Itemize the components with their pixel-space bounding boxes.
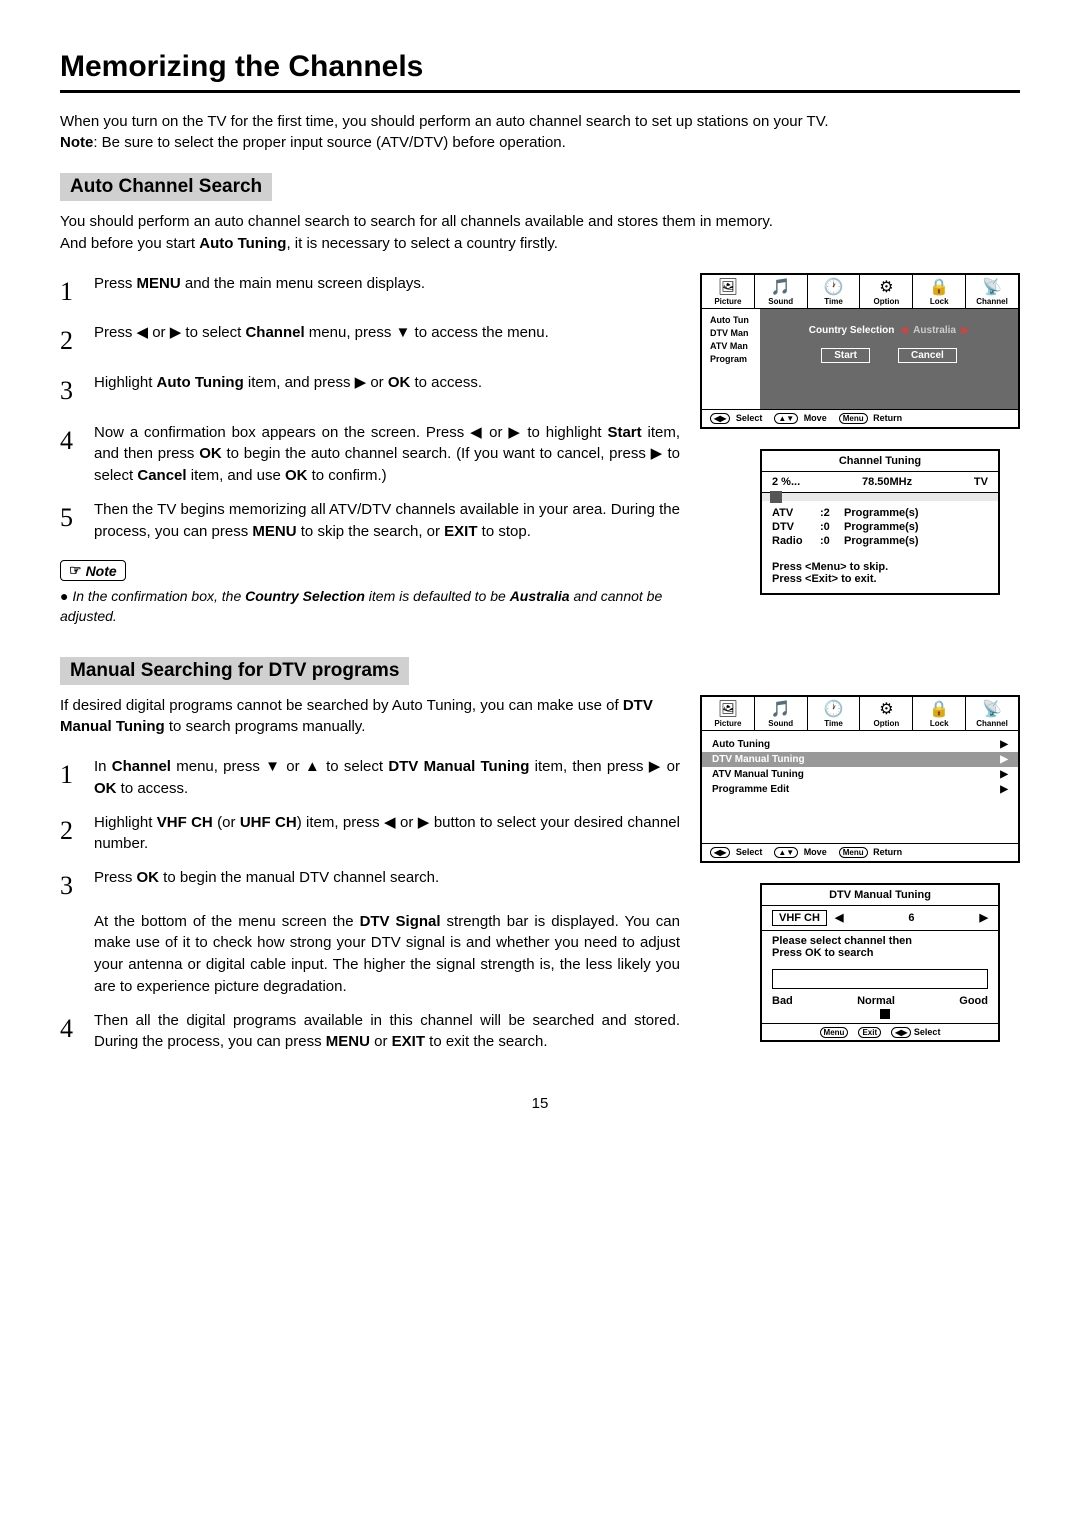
page-number: 15	[60, 1095, 1020, 1112]
intro-text: When you turn on the TV for the first ti…	[60, 111, 1020, 153]
menu-item[interactable]: Programme Edit▶	[702, 782, 1018, 797]
osd-tab-picture[interactable]: 🖼Picture	[702, 697, 755, 730]
menu-item[interactable]: Auto Tuning▶	[702, 737, 1018, 752]
osd-tab-sound[interactable]: 🎵Sound	[755, 275, 808, 308]
cancel-button[interactable]: Cancel	[898, 348, 957, 363]
osd-tab-time[interactable]: 🕐Time	[808, 697, 861, 730]
osd-tab-lock[interactable]: 🔒Lock	[913, 275, 966, 308]
tuning-progress-panel: Channel Tuning 2 %...78.50MHzTV ATV:2Pro…	[760, 449, 1000, 595]
osd-tab-channel[interactable]: 📡Channel	[966, 697, 1018, 730]
osd-tab-picture[interactable]: 🖼Picture	[702, 275, 755, 308]
menu-item[interactable]: ATV Manual Tuning▶	[702, 767, 1018, 782]
start-button[interactable]: Start	[821, 348, 870, 363]
auto-steps: 1Press MENU and the main menu screen dis…	[60, 273, 680, 543]
dtv-manual-panel: DTV Manual Tuning VHF CH◀6▶ Please selec…	[760, 883, 1000, 1042]
menu-item[interactable]: DTV Manual Tuning▶	[702, 752, 1018, 767]
osd-tab-time[interactable]: 🕐Time	[808, 275, 861, 308]
osd-tab-channel[interactable]: 📡Channel	[966, 275, 1018, 308]
section-manual-heading: Manual Searching for DTV programs	[60, 657, 409, 685]
manual-steps: 1In Channel menu, press ▼ or ▲ to select…	[60, 756, 680, 1053]
osd-tab-lock[interactable]: 🔒Lock	[913, 697, 966, 730]
note-label: Note	[60, 560, 126, 581]
osd-tab-sound[interactable]: 🎵Sound	[755, 697, 808, 730]
section-auto-heading: Auto Channel Search	[60, 173, 272, 201]
manual-desc: If desired digital programs cannot be se…	[60, 695, 680, 739]
osd-tab-option[interactable]: ⚙Option	[860, 697, 913, 730]
note-body: In the confirmation box, the Country Sel…	[60, 587, 680, 626]
osd-channel-menu: 🖼Picture🎵Sound🕐Time⚙Option🔒Lock📡Channel …	[700, 695, 1020, 863]
page-title: Memorizing the Channels	[60, 50, 1020, 93]
osd-tab-option[interactable]: ⚙Option	[860, 275, 913, 308]
section-auto-desc: You should perform an auto channel searc…	[60, 211, 1020, 255]
osd-auto-tuning: 🖼Picture🎵Sound🕐Time⚙Option🔒Lock📡Channel …	[700, 273, 1020, 429]
